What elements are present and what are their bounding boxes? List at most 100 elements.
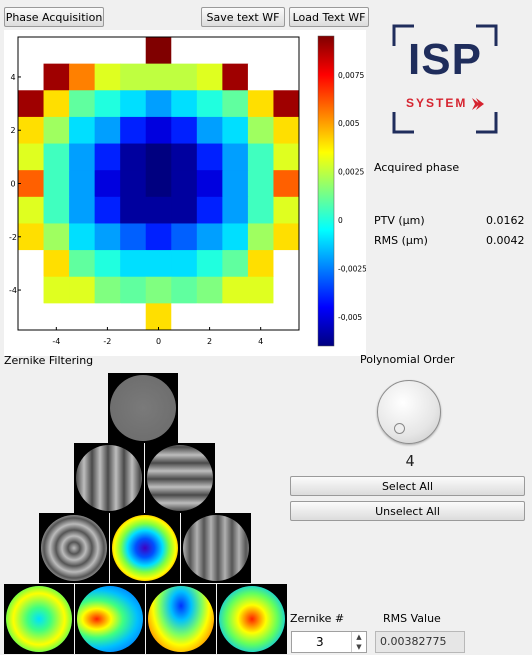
- zernike-disk-icon: [183, 515, 249, 581]
- heatmap-cell: [94, 250, 121, 278]
- phase-acquisition-button[interactable]: Phase Acquisition: [4, 7, 104, 27]
- heatmap-cell: [69, 90, 96, 118]
- heatmap-cell: [171, 250, 198, 278]
- heatmap-cell: [120, 276, 147, 304]
- spin-up-arrow-icon[interactable]: ▲: [351, 632, 366, 642]
- heatmap-cell: [18, 37, 45, 65]
- save-text-wf-button[interactable]: Save text WF: [201, 7, 285, 27]
- heatmap-cell: [171, 276, 198, 304]
- heatmap-cell: [18, 170, 45, 198]
- heatmap-cell: [145, 90, 172, 118]
- heatmap-cell: [43, 143, 70, 171]
- heatmap-cell: [120, 63, 147, 91]
- x-tick-label: 4: [258, 337, 263, 346]
- colorbar-tick-label: 0: [338, 216, 343, 225]
- heatmap-cell: [18, 63, 45, 91]
- zernike-thumb-trefoil-b[interactable]: [217, 584, 287, 654]
- heatmap-cell: [145, 37, 172, 65]
- heatmap-cell: [273, 170, 300, 198]
- zernike-thumb-coma-x[interactable]: [75, 584, 145, 654]
- heatmap-cell: [196, 37, 223, 65]
- heatmap-cell: [247, 223, 274, 251]
- heatmap-cell: [18, 143, 45, 171]
- heatmap-cell: [273, 223, 300, 251]
- heatmap-cell: [247, 37, 274, 65]
- heatmap-cell: [69, 143, 96, 171]
- heatmap-cell: [43, 37, 70, 65]
- heatmap-cell: [171, 196, 198, 224]
- heatmap-cell: [171, 170, 198, 198]
- x-tick-label: 0: [156, 337, 161, 346]
- heatmap-cell: [273, 143, 300, 171]
- dial-notch-icon: [394, 423, 405, 434]
- heatmap-cell: [222, 116, 249, 145]
- heatmap-cell: [43, 250, 70, 278]
- zernike-thumb-astig-45[interactable]: [39, 513, 109, 583]
- heatmap-cell: [222, 250, 249, 278]
- zernike-thumb-tilt-y[interactable]: [145, 443, 215, 513]
- unselect-all-button[interactable]: Unselect All: [290, 501, 525, 521]
- zernike-thumb-coma-y[interactable]: [146, 584, 216, 654]
- zernike-disk-icon: [41, 515, 107, 581]
- load-text-wf-button[interactable]: Load Text WF: [289, 7, 369, 27]
- heatmap-cell: [69, 170, 96, 198]
- x-tick-label: -2: [103, 337, 111, 346]
- heatmap-cell: [247, 170, 274, 198]
- heatmap-cell: [222, 196, 249, 224]
- zernike-filtering-label: Zernike Filtering: [4, 354, 94, 367]
- rms-value: 0.0042: [486, 234, 525, 247]
- rms-value-field: 0.00382775: [375, 631, 465, 653]
- heatmap-cell: [247, 63, 274, 91]
- select-all-button[interactable]: Select All: [290, 476, 525, 496]
- heatmap-cell: [94, 196, 121, 224]
- heatmap-cell: [43, 276, 70, 304]
- heatmap-cell: [43, 90, 70, 118]
- y-tick-label: 0: [10, 180, 15, 189]
- heatmap-cell: [247, 276, 274, 304]
- zernike-disk-icon: [112, 515, 178, 581]
- heatmap-cell: [196, 303, 223, 331]
- heatmap-cell: [18, 250, 45, 278]
- heatmap-cell: [145, 196, 172, 224]
- spin-down-arrow-icon[interactable]: ▼: [351, 642, 366, 652]
- heatmap-cell: [273, 303, 300, 331]
- y-tick-label: 2: [10, 126, 15, 135]
- zernike-thumb-defocus[interactable]: [110, 513, 180, 583]
- zernike-thumb-piston[interactable]: [108, 373, 178, 443]
- heatmap-cell: [43, 63, 70, 91]
- zernike-thumb-trefoil-a[interactable]: [4, 584, 74, 654]
- polynomial-order-label: Polynomial Order: [360, 353, 455, 366]
- polynomial-order-dial[interactable]: [377, 380, 441, 444]
- heatmap-cell: [273, 90, 300, 118]
- zernike-disk-icon: [76, 445, 142, 511]
- heatmap-cell: [94, 276, 121, 304]
- heatmap-cell: [43, 170, 70, 198]
- zernike-disk-icon: [219, 586, 285, 652]
- heatmap-cell: [145, 116, 172, 145]
- heatmap-cell: [196, 196, 223, 224]
- zernike-disk-icon: [77, 586, 143, 652]
- ptv-value: 0.0162: [486, 214, 525, 227]
- heatmap-cell: [273, 116, 300, 145]
- zernike-number-spinbox[interactable]: 3 ▲ ▼: [291, 631, 367, 653]
- isp-system-logo: ISP SYSTEM: [392, 24, 498, 134]
- zernike-disk-icon: [110, 375, 176, 441]
- zernike-thumb-astig-0[interactable]: [181, 513, 251, 583]
- x-tick-label: 2: [207, 337, 212, 346]
- acquired-phase-title: Acquired phase: [374, 161, 460, 174]
- heatmap-cell: [273, 37, 300, 65]
- heatmap-cell: [43, 116, 70, 145]
- heatmap-cell: [222, 276, 249, 304]
- colorbar-tick-label: -0,005: [338, 313, 362, 322]
- polynomial-order-value: 4: [405, 452, 415, 470]
- zernike-thumb-tilt-x[interactable]: [74, 443, 144, 513]
- heatmap-cell: [43, 223, 70, 251]
- heatmap-cell: [247, 116, 274, 145]
- heatmap-cell: [43, 196, 70, 224]
- heatmap-cell: [273, 276, 300, 304]
- heatmap-cell: [120, 143, 147, 171]
- heatmap-cell: [196, 143, 223, 171]
- heatmap-cell: [247, 250, 274, 278]
- heatmap-cell: [120, 196, 147, 224]
- heatmap-cell: [171, 63, 198, 91]
